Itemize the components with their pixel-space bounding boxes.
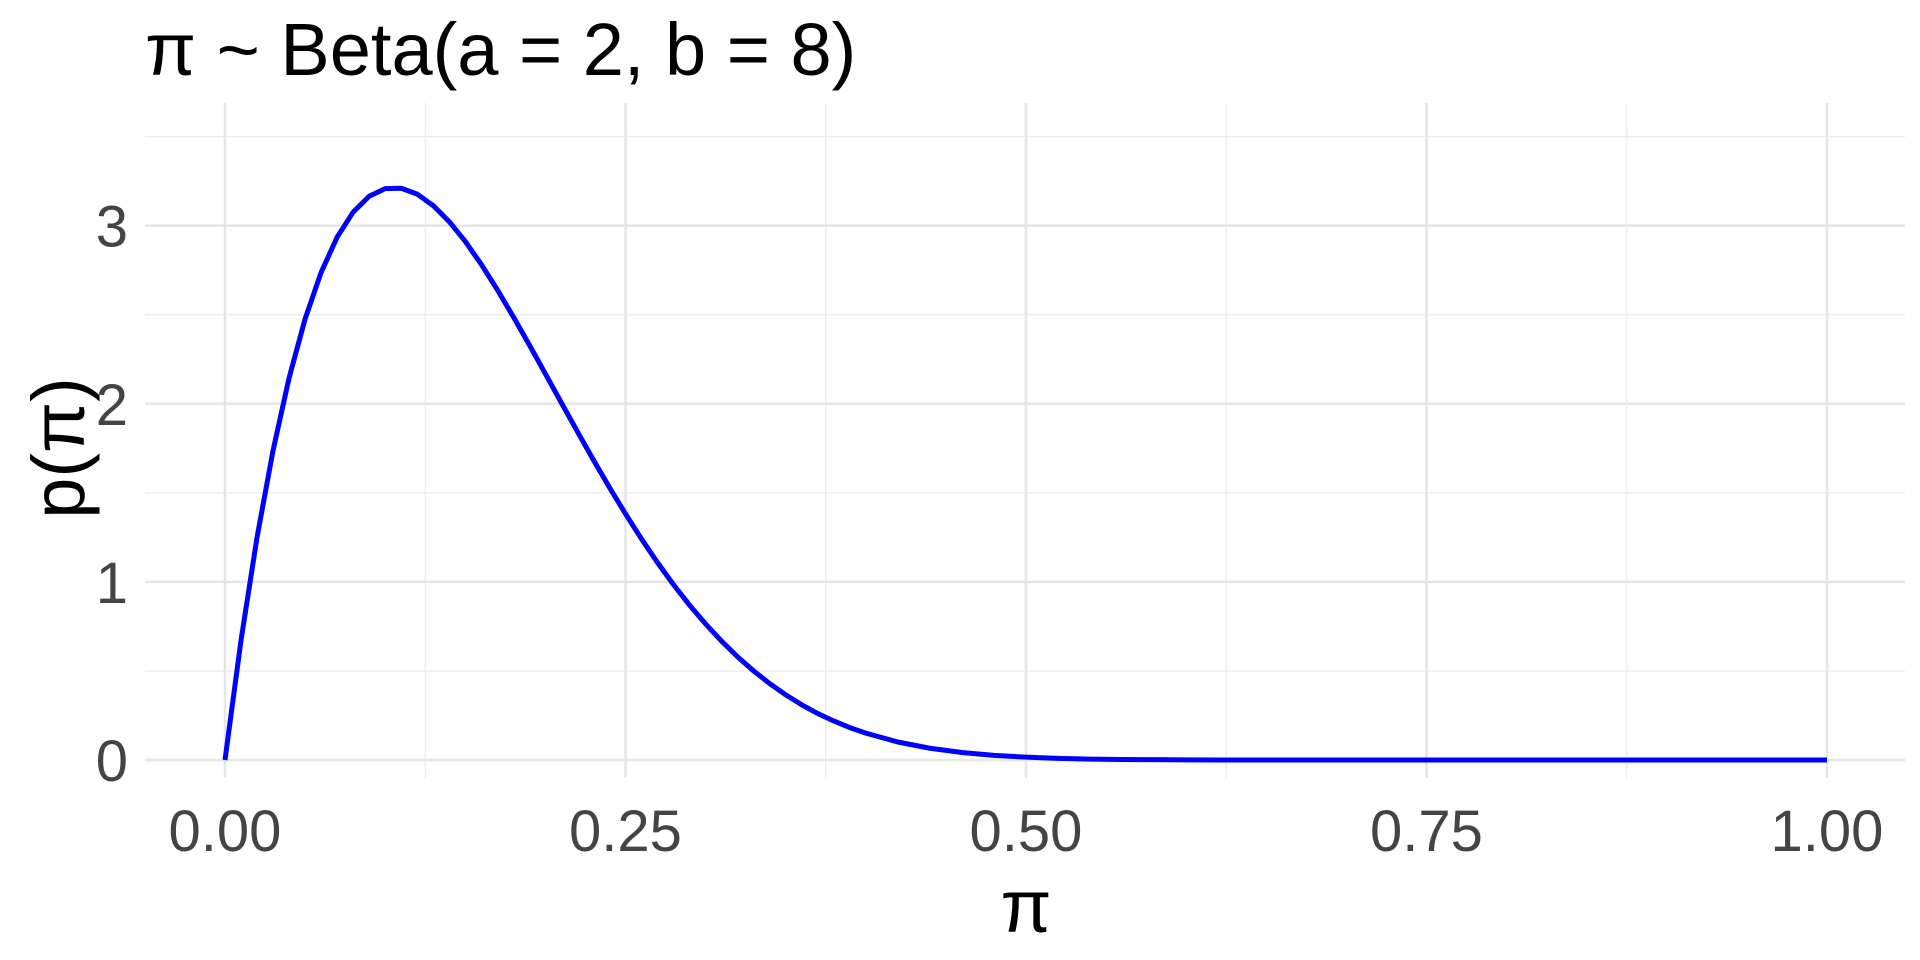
axis-tick-labels: 0.00 0.25 0.50 0.75 1.00 0 1 2 3 — [96, 195, 1884, 864]
x-tick-label: 0.00 — [169, 799, 282, 864]
x-tick-label: 0.25 — [569, 799, 682, 864]
x-tick-label: 1.00 — [1771, 799, 1884, 864]
x-tick-label: 0.50 — [970, 799, 1083, 864]
y-tick-label: 3 — [96, 195, 128, 260]
grid-lines — [145, 103, 1905, 778]
y-axis-title: p(π) — [17, 377, 100, 519]
y-tick-label: 1 — [96, 551, 128, 616]
density-curve — [222, 185, 1827, 763]
y-tick-label: 0 — [96, 729, 128, 794]
y-tick-label: 2 — [96, 373, 128, 438]
chart-title: π ~ Beta(a = 2, b = 8) — [145, 8, 856, 91]
x-tick-label: 0.75 — [1370, 799, 1483, 864]
x-axis-title: π — [1000, 865, 1051, 948]
